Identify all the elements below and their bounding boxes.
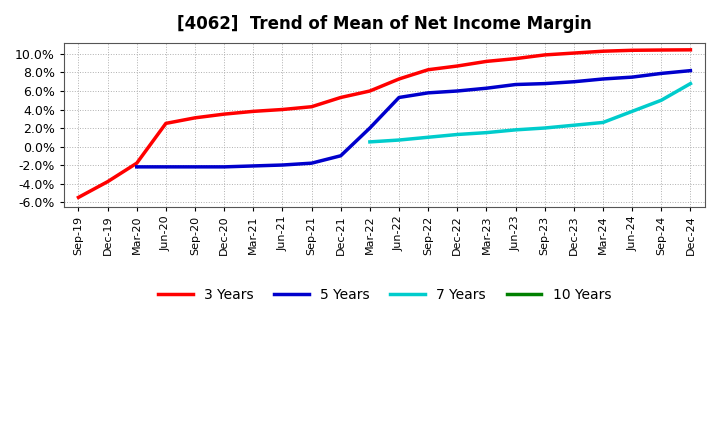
Line: 3 Years: 3 Years	[78, 50, 690, 198]
3 Years	[657, 48, 665, 53]
3 Years	[74, 195, 83, 200]
3 Years	[161, 121, 170, 126]
3 Years	[249, 109, 258, 114]
5 Years	[424, 90, 433, 95]
7 Years	[541, 125, 549, 131]
3 Years	[191, 115, 199, 121]
5 Years	[628, 74, 636, 80]
3 Years	[511, 56, 520, 61]
5 Years	[278, 162, 287, 168]
7 Years	[628, 109, 636, 114]
5 Years	[657, 71, 665, 76]
3 Years	[395, 76, 403, 81]
3 Years	[482, 59, 491, 64]
5 Years	[599, 76, 608, 81]
3 Years	[424, 67, 433, 72]
3 Years	[132, 161, 141, 166]
3 Years	[541, 52, 549, 58]
7 Years	[599, 120, 608, 125]
5 Years	[191, 164, 199, 169]
3 Years	[686, 47, 695, 52]
5 Years	[132, 164, 141, 169]
3 Years	[599, 48, 608, 54]
7 Years	[424, 135, 433, 140]
7 Years	[570, 123, 578, 128]
5 Years	[220, 164, 228, 169]
Title: [4062]  Trend of Mean of Net Income Margin: [4062] Trend of Mean of Net Income Margi…	[177, 15, 592, 33]
3 Years	[628, 48, 636, 53]
5 Years	[395, 95, 403, 100]
5 Years	[541, 81, 549, 86]
3 Years	[336, 95, 345, 100]
5 Years	[307, 161, 316, 166]
Legend: 3 Years, 5 Years, 7 Years, 10 Years: 3 Years, 5 Years, 7 Years, 10 Years	[153, 282, 616, 308]
5 Years	[161, 164, 170, 169]
7 Years	[395, 137, 403, 143]
3 Years	[366, 88, 374, 94]
5 Years	[453, 88, 462, 94]
3 Years	[220, 111, 228, 117]
5 Years	[570, 79, 578, 84]
5 Years	[511, 82, 520, 87]
7 Years	[366, 139, 374, 144]
7 Years	[686, 81, 695, 86]
7 Years	[657, 98, 665, 103]
Line: 5 Years: 5 Years	[137, 71, 690, 167]
3 Years	[453, 63, 462, 69]
5 Years	[249, 163, 258, 169]
7 Years	[482, 130, 491, 135]
5 Years	[336, 153, 345, 158]
Line: 7 Years: 7 Years	[370, 84, 690, 142]
5 Years	[366, 125, 374, 131]
3 Years	[307, 104, 316, 110]
5 Years	[686, 68, 695, 73]
3 Years	[570, 51, 578, 56]
3 Years	[103, 179, 112, 184]
7 Years	[453, 132, 462, 137]
7 Years	[511, 127, 520, 132]
3 Years	[278, 107, 287, 112]
5 Years	[482, 86, 491, 91]
